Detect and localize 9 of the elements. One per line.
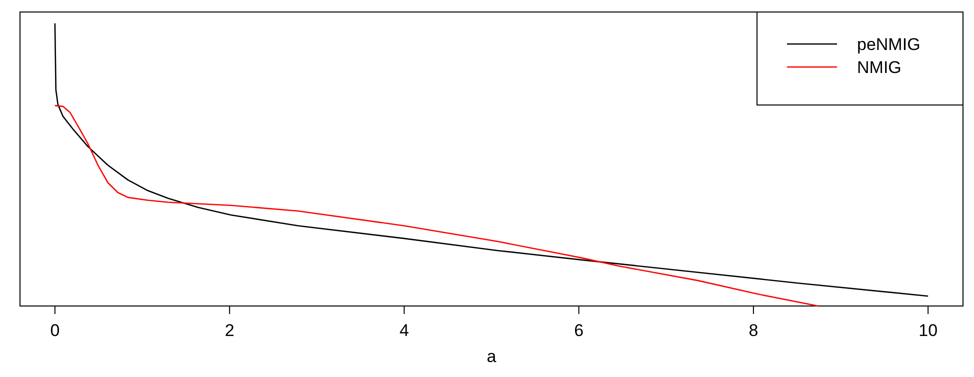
legend-label: NMIG [857, 58, 902, 77]
x-tick-label: 10 [918, 321, 938, 340]
x-tick-label: 0 [50, 321, 60, 340]
x-tick-label: 2 [224, 321, 234, 340]
x-tick-label: 8 [748, 321, 758, 340]
legend-label: peNMIG [857, 35, 920, 54]
x-axis-title: a [486, 347, 497, 366]
x-tick-label: 6 [574, 321, 584, 340]
x-tick-label: 4 [399, 321, 409, 340]
